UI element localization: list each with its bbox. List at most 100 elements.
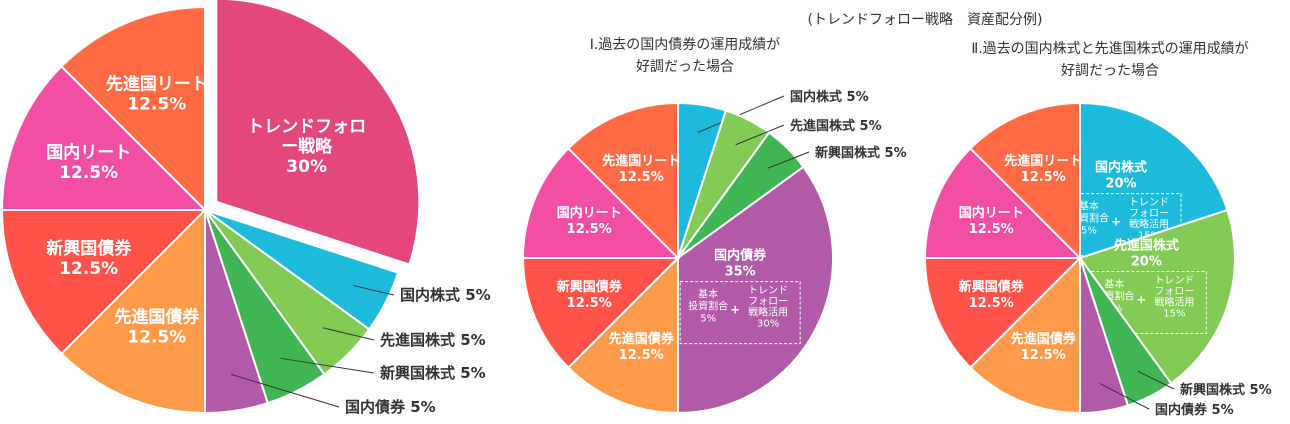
breakdown-trend-label: 戦略活用 (1129, 218, 1169, 231)
pie-3-slice-0 (1079, 101, 1229, 260)
pie-1-leader-line (322, 327, 375, 341)
breakdown-box (679, 281, 801, 345)
pie-3-slice-6 (923, 146, 1083, 259)
pie-2-slice-4 (566, 255, 679, 415)
figure-title: (トレンドフォロー戦略 資産配分例) (807, 12, 1043, 28)
pie-2-value: 12.5% (567, 296, 612, 311)
breakdown-plus: + (1136, 293, 1146, 307)
pie-2-label: 先進国リート (602, 153, 680, 169)
pie-1-outside-label: 国内債券 5% (345, 398, 436, 416)
pie-3-value: 20% (1131, 255, 1162, 270)
pie-1-leader-line (280, 357, 375, 374)
pie-3-label: 国内リート (959, 205, 1024, 221)
pie-3-label: 国内株式 (1095, 160, 1147, 176)
pie-1-outside-label: 先進国株式 5% (380, 331, 486, 349)
chart-3-title-line1: Ⅱ.過去の国内株式と先進国株式の運用成績が (971, 41, 1249, 57)
pie-1-label: 新興国債券 (46, 238, 132, 259)
pie-2-leader-line (735, 124, 785, 146)
pie-1-value: 12.5% (127, 95, 186, 115)
breakdown-trend-value: 30% (757, 319, 779, 330)
breakdown-base-label: 基本 (698, 288, 718, 301)
pie-3-label: 先進国株式 (1114, 238, 1179, 254)
pie-3-slice-4 (968, 255, 1081, 415)
pie-1-leader-line (353, 285, 395, 296)
breakdown-plus: + (1111, 215, 1121, 229)
pie-2-leader-line (767, 151, 810, 169)
pie-2-value: 12.5% (619, 348, 664, 363)
breakdown-plus: + (730, 303, 740, 317)
pie-2-slice-3 (677, 165, 834, 415)
pie-3-label: 先進国リート (1004, 153, 1082, 169)
pie-2-value: 35% (725, 265, 756, 280)
breakdown-base-label: 投資割合 (688, 300, 728, 313)
breakdown-trend-label: フォロー (1154, 287, 1194, 298)
breakdown-trend-label: トレンド (748, 286, 788, 297)
pie-1-slice-7 (0, 65, 208, 211)
chart-2-title-line2: 好調だった場合 (636, 59, 734, 75)
pie-1-slice-6 (0, 209, 208, 355)
pie-2-outside-label: 新興国株式 5% (815, 145, 907, 161)
pie-2-outside-label: 先進国株式 5% (790, 118, 882, 134)
pie-chart-3: 国内株式20%基本投資割合5%+トレンドフォロー戦略活用15%先進国株式20%基… (923, 101, 1272, 418)
pie-2-label: 国内リート (557, 205, 622, 221)
pie-1-label: 先進国債券 (114, 306, 200, 327)
pie-2-label: 先進国債券 (609, 331, 675, 347)
pie-2-outside-label: 国内株式 5% (790, 89, 869, 105)
pie-1-slice-0 (215, 0, 421, 266)
pie-1-slice-5 (60, 207, 206, 415)
breakdown-trend-label: トレンド (1129, 198, 1169, 209)
breakdown-base-label: 基本 (1104, 278, 1124, 291)
breakdown-trend-label: 戦略活用 (1154, 296, 1194, 309)
pie-2-slice-7 (566, 101, 679, 261)
breakdown-trend-label: フォロー (1129, 209, 1169, 220)
breakdown-trend-value: 15% (1163, 309, 1185, 320)
pie-1-outside-label: 新興国株式 5% (380, 364, 486, 382)
pie-3-leader-line (1137, 370, 1175, 390)
pie-3-slice-5 (923, 257, 1083, 370)
pie-1-value: 30% (286, 157, 327, 177)
pie-1-slice-8 (60, 5, 206, 213)
pie-2-slice-6 (521, 146, 681, 259)
breakdown-base-label: 基本 (1079, 200, 1099, 213)
pie-2-label: 国内債券 (714, 248, 767, 264)
pie-3-value: 12.5% (1021, 348, 1066, 363)
pie-3-value: 12.5% (1021, 170, 1066, 185)
pie-1-leader-line (230, 373, 340, 408)
breakdown-trend-label: フォロー (748, 297, 788, 308)
pie-1-label: 国内リート (46, 142, 131, 163)
chart-3-title-line2: 好調だった場合 (1061, 63, 1159, 79)
pie-3-value: 12.5% (969, 296, 1014, 311)
pie-1-value: 12.5% (127, 327, 186, 347)
pie-1-label: 先進国リート (106, 74, 208, 95)
pie-1-value: 12.5% (59, 163, 118, 183)
pie-2-label: 新興国債券 (557, 279, 623, 295)
breakdown-base-value: 5% (1081, 226, 1097, 237)
breakdown-trend-label: トレンド (1154, 276, 1194, 287)
pie-3-label: 先進国債券 (1011, 331, 1077, 347)
chart-2-title: Ⅰ.過去の国内債券の運用成績が 好調だった場合 (535, 34, 835, 78)
pie-1-outside-label: 国内株式 5% (400, 286, 491, 304)
pie-1-label: トレンドフォロ (247, 117, 366, 137)
pie-3-outside-label: 新興国株式 5% (1180, 382, 1272, 398)
pie-3-slice-7 (968, 101, 1081, 261)
pie-3-leader-line (1099, 383, 1150, 410)
pie-2-slice-5 (521, 257, 681, 370)
chart-3-title: Ⅱ.過去の国内株式と先進国株式の運用成績が 好調だった場合 (900, 38, 1290, 82)
pie-3-value: 12.5% (969, 222, 1014, 237)
breakdown-trend-label: 戦略活用 (748, 306, 788, 319)
pie-1-value: 12.5% (59, 259, 118, 279)
pie-2-value: 12.5% (567, 222, 612, 237)
pie-1-label: ー戦略 (281, 136, 333, 157)
chart-2-title-line1: Ⅰ.過去の国内債券の運用成績が (589, 37, 781, 53)
pie-3-label: 新興国債券 (959, 279, 1025, 295)
pie-2-leader-line (697, 95, 785, 133)
pie-3-outside-label: 国内債券 5% (1155, 402, 1234, 418)
pie-3-value: 20% (1105, 177, 1136, 192)
breakdown-base-value: 5% (700, 314, 716, 325)
pie-2-value: 12.5% (619, 170, 664, 185)
pie-3-slice-1 (1078, 208, 1236, 385)
